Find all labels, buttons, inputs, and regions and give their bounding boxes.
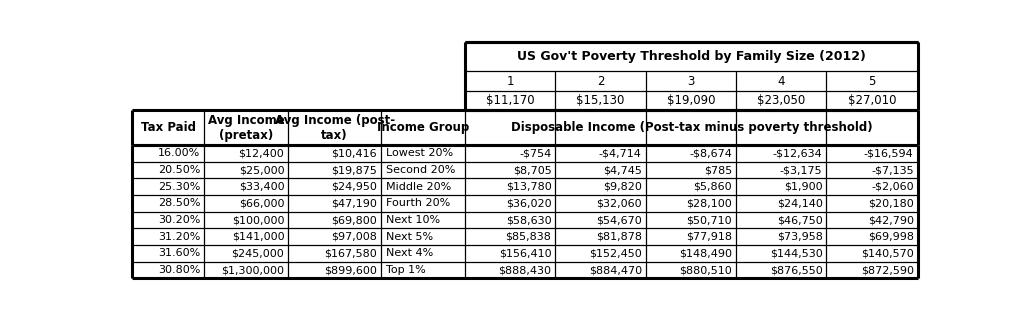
Text: Next 10%: Next 10% [386,215,440,225]
Text: Middle 20%: Middle 20% [386,182,451,192]
Bar [465,42,918,71]
Text: $50,710: $50,710 [686,215,732,225]
Text: Fourth 20%: Fourth 20% [386,198,450,209]
Text: $23,050: $23,050 [757,94,806,107]
Text: -$8,674: -$8,674 [689,148,732,158]
Text: $11,170: $11,170 [486,94,535,107]
Text: $46,750: $46,750 [777,215,822,225]
Text: $140,570: $140,570 [861,249,913,258]
Text: 16.00%: 16.00% [158,148,201,158]
Text: $73,958: $73,958 [776,232,822,242]
Text: $25,000: $25,000 [239,165,285,175]
Text: $888,430: $888,430 [499,265,552,275]
Text: $13,780: $13,780 [506,182,552,192]
Text: 25.30%: 25.30% [158,182,201,192]
Text: $36,020: $36,020 [506,198,552,209]
Text: $42,790: $42,790 [867,215,913,225]
Text: $4,745: $4,745 [603,165,642,175]
Text: $19,090: $19,090 [667,94,715,107]
Text: 3: 3 [687,74,694,87]
Text: Avg Income
(pretax): Avg Income (pretax) [208,114,285,142]
Text: $1,300,000: $1,300,000 [221,265,285,275]
Text: $33,400: $33,400 [239,182,285,192]
Text: Income Group: Income Group [377,121,469,134]
Text: -$12,634: -$12,634 [773,148,822,158]
Text: $24,950: $24,950 [331,182,377,192]
Text: Tax Paid: Tax Paid [140,121,196,134]
Text: $85,838: $85,838 [506,232,552,242]
Text: $899,600: $899,600 [325,265,377,275]
Text: $1,900: $1,900 [784,182,822,192]
Text: 30.80%: 30.80% [158,265,201,275]
Text: 20.50%: 20.50% [158,165,201,175]
Text: -$16,594: -$16,594 [864,148,913,158]
Text: $5,860: $5,860 [693,182,732,192]
Text: -$754: -$754 [519,148,552,158]
Text: $167,580: $167,580 [325,249,377,258]
Text: $785: $785 [703,165,732,175]
Text: Lowest 20%: Lowest 20% [386,148,453,158]
Text: Disposable Income (Post-tax minus poverty threshold): Disposable Income (Post-tax minus povert… [511,121,872,134]
Text: $69,800: $69,800 [332,215,377,225]
Text: Avg Income (post-
tax): Avg Income (post- tax) [274,114,394,142]
Text: $876,550: $876,550 [770,265,822,275]
Text: 2: 2 [597,74,604,87]
Text: $10,416: $10,416 [332,148,377,158]
Text: -$4,714: -$4,714 [599,148,642,158]
Text: $12,400: $12,400 [239,148,285,158]
Text: $97,008: $97,008 [331,232,377,242]
Text: $81,878: $81,878 [596,232,642,242]
Text: $880,510: $880,510 [680,265,732,275]
Text: $884,470: $884,470 [589,265,642,275]
Text: $100,000: $100,000 [231,215,285,225]
Text: 31.60%: 31.60% [158,249,201,258]
Text: $24,140: $24,140 [776,198,822,209]
Text: 4: 4 [777,74,785,87]
Text: $9,820: $9,820 [603,182,642,192]
Text: $148,490: $148,490 [679,249,732,258]
Text: $141,000: $141,000 [231,232,285,242]
Text: Next 4%: Next 4% [386,249,433,258]
Text: -$2,060: -$2,060 [871,182,913,192]
Text: Second 20%: Second 20% [386,165,455,175]
Text: $245,000: $245,000 [231,249,285,258]
Text: 5: 5 [868,74,876,87]
Text: $15,130: $15,130 [577,94,625,107]
Text: $144,530: $144,530 [770,249,822,258]
Text: $156,410: $156,410 [499,249,552,258]
Text: 30.20%: 30.20% [158,215,201,225]
Text: $152,450: $152,450 [589,249,642,258]
Text: $69,998: $69,998 [867,232,913,242]
Text: $872,590: $872,590 [860,265,913,275]
Text: Next 5%: Next 5% [386,232,433,242]
Text: $28,100: $28,100 [686,198,732,209]
Text: $8,705: $8,705 [513,165,552,175]
Text: $19,875: $19,875 [331,165,377,175]
Text: 31.20%: 31.20% [158,232,201,242]
Text: -$7,135: -$7,135 [871,165,913,175]
Text: $66,000: $66,000 [239,198,285,209]
Text: $77,918: $77,918 [686,232,732,242]
Text: -$3,175: -$3,175 [780,165,822,175]
Text: $54,670: $54,670 [596,215,642,225]
Text: $27,010: $27,010 [848,94,896,107]
Text: 1: 1 [507,74,514,87]
Text: $47,190: $47,190 [331,198,377,209]
Text: 28.50%: 28.50% [158,198,201,209]
Text: $32,060: $32,060 [596,198,642,209]
Text: US Gov't Poverty Threshold by Family Size (2012): US Gov't Poverty Threshold by Family Siz… [517,50,866,63]
Text: Top 1%: Top 1% [386,265,426,275]
Text: $20,180: $20,180 [868,198,913,209]
Text: $58,630: $58,630 [506,215,552,225]
